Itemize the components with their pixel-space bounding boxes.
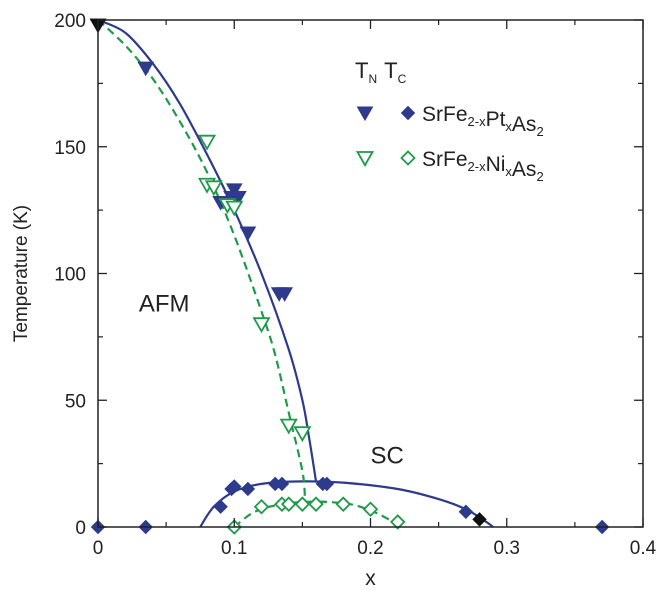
data-point xyxy=(225,200,244,217)
axis-ticks: 0 0.1 0.2 0.3 0.4 0 50 100 150 200 xyxy=(54,11,656,559)
data-point xyxy=(240,481,256,497)
legend-marker xyxy=(355,151,375,167)
data-point xyxy=(294,496,311,512)
legend-header-tn-sub: N xyxy=(368,72,377,86)
fit-curve xyxy=(97,18,318,482)
legend-entry-part: x xyxy=(505,119,512,134)
x-tick-label: 0.4 xyxy=(630,538,657,559)
data-point xyxy=(213,499,228,514)
data-point xyxy=(137,61,155,77)
legend-header: TN TC xyxy=(355,58,407,86)
legend-entry-part: Pt xyxy=(486,108,506,131)
x-tick-label: 0 xyxy=(93,538,104,559)
x-tick-label: 0.3 xyxy=(494,538,520,559)
data-point xyxy=(280,496,297,512)
y-axis-label: Temperature (K) xyxy=(11,205,32,342)
data-point xyxy=(239,226,257,242)
region-annotations: AFM SC xyxy=(139,291,404,470)
data-point xyxy=(227,479,242,494)
legend-header-tc-sub: C xyxy=(398,72,407,86)
data-point xyxy=(362,501,379,518)
data-point xyxy=(319,476,335,492)
data-point xyxy=(472,512,487,527)
x-axis-label: x xyxy=(365,567,376,590)
legend-marker xyxy=(400,105,416,121)
data-point xyxy=(389,514,406,530)
legend-entry-part: 2-x xyxy=(468,159,487,174)
data-point xyxy=(335,496,352,512)
legend-entry-label: SrFe2-xNixAs2 xyxy=(422,148,544,184)
y-tick-label: 0 xyxy=(75,518,86,539)
data-point xyxy=(293,426,312,443)
y-tick-label: 150 xyxy=(54,138,86,159)
legend-entry-part: 2 xyxy=(536,169,543,184)
y-tick-label: 100 xyxy=(54,265,86,286)
legend-entry-part: 2 xyxy=(536,124,543,139)
data-point xyxy=(276,287,294,302)
fit-curve xyxy=(233,500,399,528)
legend-marker xyxy=(400,150,416,166)
fit-curve xyxy=(199,480,494,528)
data-point xyxy=(252,317,271,334)
legend-header-tc: T xyxy=(384,58,397,83)
x-tick-label: 0.2 xyxy=(357,538,383,559)
data-point xyxy=(204,180,223,197)
legend-entry-part: 2-x xyxy=(468,114,487,129)
data-point xyxy=(274,476,290,492)
legend-entry-part: SrFe xyxy=(422,103,468,126)
legend-entry-part: As xyxy=(512,113,537,136)
fit-curves xyxy=(97,18,494,528)
data-markers xyxy=(89,18,610,535)
legend-entry-label: SrFe2-xPtxAs2 xyxy=(422,103,544,139)
legend-marker xyxy=(356,106,374,122)
legend-entry-part: SrFe xyxy=(422,148,468,171)
data-point xyxy=(197,134,217,151)
data-point xyxy=(229,190,247,206)
data-point xyxy=(458,504,474,519)
region-label: AFM xyxy=(139,291,190,318)
region-label: SC xyxy=(371,443,404,470)
legend-entry-part: Ni xyxy=(486,153,506,176)
data-point xyxy=(308,496,324,512)
legend-entry-part: As xyxy=(512,158,537,181)
y-tick-label: 200 xyxy=(54,11,86,32)
legend-header-tn: T xyxy=(355,58,368,83)
data-point xyxy=(279,418,298,435)
data-point xyxy=(253,498,270,515)
data-point xyxy=(225,183,243,198)
legend-entry-part: x xyxy=(505,164,512,179)
fit-curve xyxy=(97,19,307,502)
x-tick-label: 0.1 xyxy=(221,538,247,559)
y-tick-label: 50 xyxy=(65,391,86,412)
